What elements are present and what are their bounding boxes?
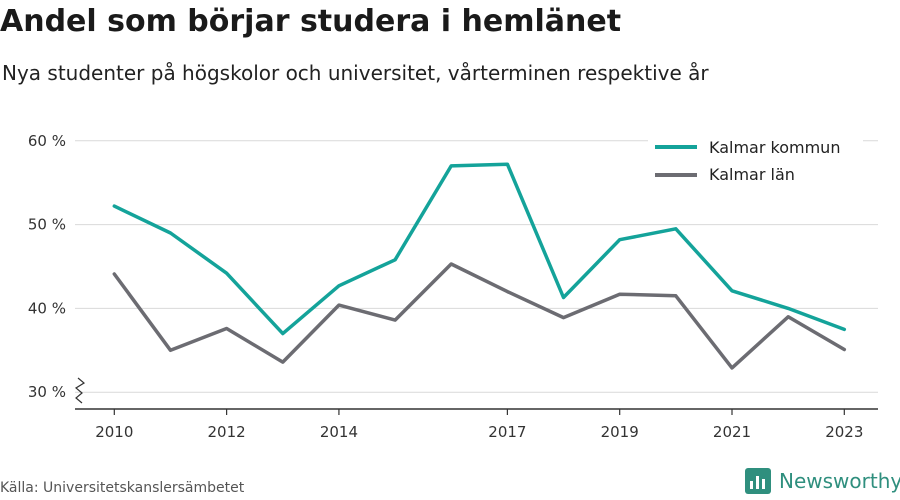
chart-subtitle: Nya studenter på högskolor och universit… xyxy=(2,61,709,85)
line-chart: 30 % 40 % 50 % 60 % 2010 2012 2014 2017 2019 202… xyxy=(28,132,878,441)
series-lines xyxy=(112,162,847,370)
legend: Kalmar kommun Kalmar län xyxy=(648,133,863,193)
x-tick-label: 2012 xyxy=(208,423,246,441)
x-tick-label: 2019 xyxy=(601,423,639,441)
legend-label-kalmar-kommun: Kalmar kommun xyxy=(709,138,840,157)
y-tick-label: 60 % xyxy=(28,132,66,150)
legend-box xyxy=(648,133,863,193)
brand-name: Newsworthy xyxy=(779,469,900,493)
x-tick-label: 2023 xyxy=(825,423,863,441)
legend-label-kalmar-lan: Kalmar län xyxy=(709,165,795,184)
chart-title: Andel som börjar studera i hemlänet xyxy=(0,4,622,39)
source-note: Källa: Universitetskanslersämbetet xyxy=(0,480,245,496)
y-tick-label: 40 % xyxy=(28,299,66,317)
y-tick-label: 50 % xyxy=(28,216,66,234)
x-tick-label: 2021 xyxy=(713,423,751,441)
y-axis-break-icon xyxy=(74,377,86,404)
y-axis-ticks: 30 % 40 % 50 % 60 % xyxy=(28,132,66,401)
y-tick-label: 30 % xyxy=(28,383,66,401)
series-line-kalmar-kommun xyxy=(112,162,847,336)
x-axis-ticks: 2010 2012 2014 2017 2019 2021 2023 xyxy=(95,409,863,441)
brand-logo[interactable]: Newsworthy xyxy=(745,468,900,494)
x-tick-label: 2017 xyxy=(488,423,526,441)
x-tick-label: 2014 xyxy=(320,423,358,441)
series-line-kalmar-lan xyxy=(112,262,847,370)
newsworthy-logo-icon xyxy=(745,468,771,494)
x-tick-label: 2010 xyxy=(95,423,133,441)
